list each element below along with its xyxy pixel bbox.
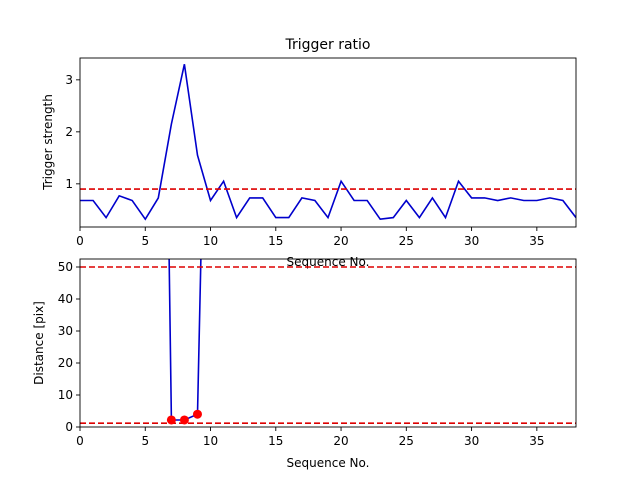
y-tick-label: 20 bbox=[58, 356, 73, 370]
data-point-marker bbox=[166, 415, 176, 425]
trigger-ratio-chart: Trigger ratio 0 5 10 15 20 25 30 35 1 2 3 Trigger … bbox=[41, 37, 577, 269]
x-tick-label: 35 bbox=[529, 234, 544, 248]
y-tick-label: 10 bbox=[58, 388, 73, 402]
x-tick-label: 10 bbox=[203, 234, 218, 248]
y-tick-label: 40 bbox=[58, 292, 73, 306]
y-tick-label: 0 bbox=[65, 420, 73, 434]
x-tick-label: 30 bbox=[464, 234, 479, 248]
x-tick-label: 30 bbox=[464, 434, 479, 448]
distance-chart: 0 5 10 15 20 25 30 35 0 10 20 30 40 50 Distance [pix]… bbox=[32, 258, 577, 470]
x-tick-label: 20 bbox=[333, 434, 348, 448]
plot-area bbox=[80, 259, 576, 425]
x-tick-label: 15 bbox=[268, 234, 283, 248]
x-tick-label: 25 bbox=[399, 234, 414, 248]
y-axis-label: Distance [pix] bbox=[32, 301, 46, 385]
y-tick-label: 2 bbox=[65, 125, 73, 139]
x-tick-label: 5 bbox=[141, 234, 149, 248]
axes-frame bbox=[79, 258, 577, 428]
x-axis-label: Sequence No. bbox=[287, 456, 370, 470]
y-tick-label: 30 bbox=[58, 324, 73, 338]
x-tick-label: 0 bbox=[76, 234, 84, 248]
x-tick-label: 5 bbox=[141, 434, 149, 448]
y-axis-label: Trigger strength bbox=[41, 94, 55, 191]
x-tick-label: 35 bbox=[529, 434, 544, 448]
plot-area bbox=[80, 64, 576, 221]
series-line bbox=[80, 64, 576, 221]
x-axis-label: Sequence No. bbox=[287, 255, 370, 269]
x-tick-label: 20 bbox=[333, 234, 348, 248]
y-tick-label: 3 bbox=[65, 73, 73, 87]
x-tick-label: 10 bbox=[203, 434, 218, 448]
y-tick-label: 1 bbox=[65, 177, 73, 191]
data-point-marker bbox=[192, 409, 202, 419]
x-tick-label: 15 bbox=[268, 434, 283, 448]
chart-title: Trigger ratio bbox=[284, 37, 370, 53]
x-tick-label: 0 bbox=[76, 434, 84, 448]
x-tick-label: 25 bbox=[399, 434, 414, 448]
y-tick-label: 50 bbox=[58, 260, 73, 274]
data-point-marker bbox=[179, 415, 189, 425]
axes-frame bbox=[79, 57, 577, 228]
